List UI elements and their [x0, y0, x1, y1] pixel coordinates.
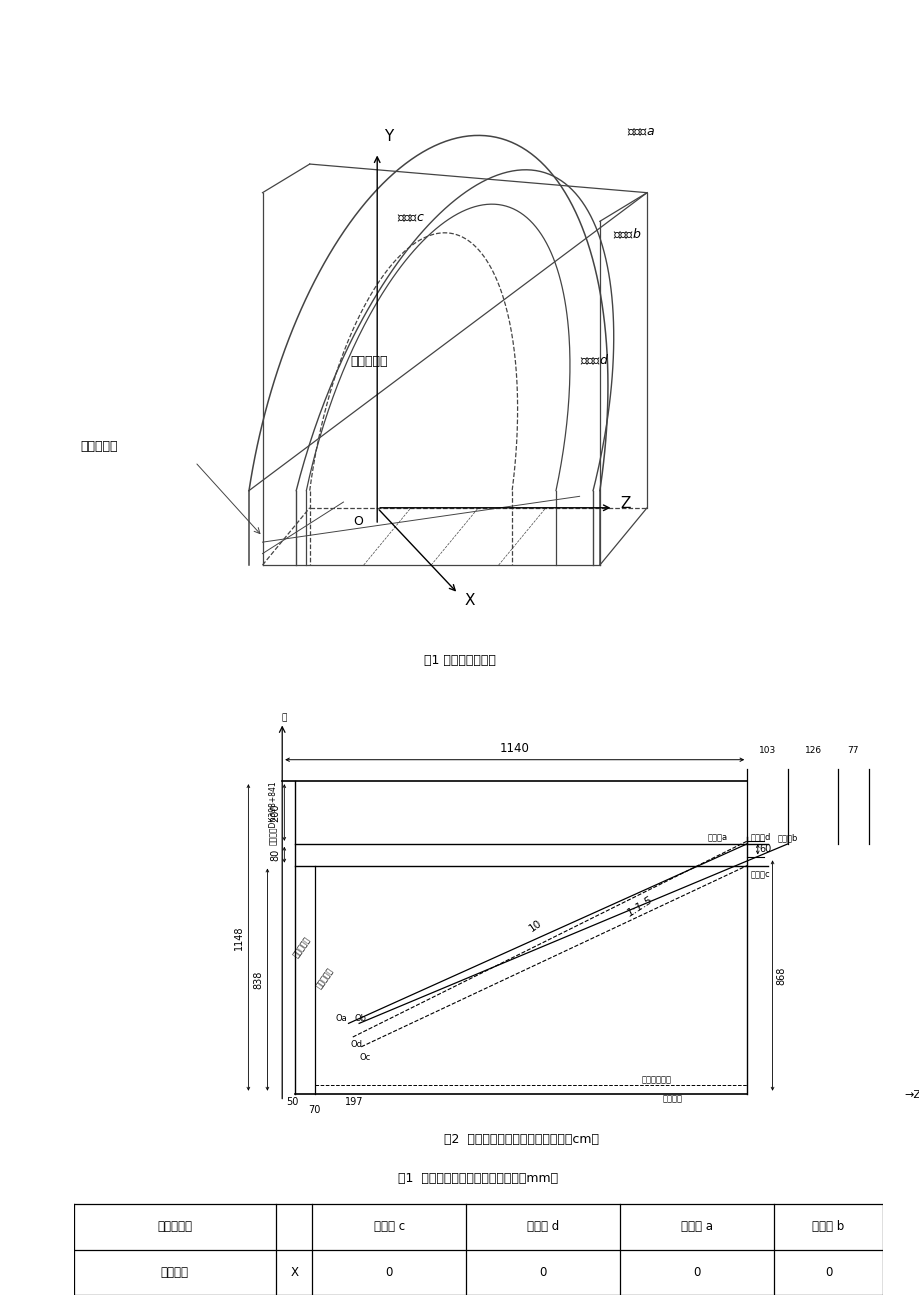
Text: 竖: 竖	[281, 713, 287, 723]
Text: 水沟盖板顶: 水沟盖板顶	[80, 440, 118, 453]
Text: 轮廓线c: 轮廓线c	[750, 870, 769, 879]
Text: 1:1.5: 1:1.5	[625, 894, 654, 919]
Text: 水沟盖板顶面: 水沟盖板顶面	[641, 1075, 671, 1085]
Text: 椭圆中心: 椭圆中心	[161, 1266, 188, 1279]
Text: 838: 838	[253, 970, 263, 988]
Text: 200: 200	[270, 803, 279, 822]
Text: 70: 70	[308, 1105, 321, 1116]
Text: 轮廓线 b: 轮廓线 b	[811, 1220, 844, 1233]
Text: 隧道中轴面: 隧道中轴面	[291, 935, 312, 960]
Text: 868: 868	[776, 966, 786, 984]
Text: 轮廓线$c$: 轮廓线$c$	[397, 211, 425, 224]
Text: 0: 0	[824, 1266, 832, 1279]
Text: Oa: Oa	[335, 1014, 347, 1023]
Text: 77: 77	[846, 746, 858, 755]
Text: 图1 洞门俯视轮廓图: 图1 洞门俯视轮廓图	[424, 654, 495, 667]
Text: 表1  帽檐轮廓线椭圆要素表（单位：mm）: 表1 帽檐轮廓线椭圆要素表（单位：mm）	[398, 1172, 558, 1185]
Text: Ob: Ob	[355, 1014, 367, 1023]
Text: 行车顶面: 行车顶面	[662, 1095, 682, 1104]
Text: 50: 50	[287, 1098, 299, 1108]
Text: 126: 126	[803, 746, 821, 755]
Text: 轮廓线a: 轮廓线a	[707, 833, 727, 842]
Text: 隧道中轴面: 隧道中轴面	[350, 354, 387, 367]
Text: X: X	[464, 594, 475, 608]
Text: Od: Od	[350, 1040, 362, 1049]
Text: 轮廓线$b$: 轮廓线$b$	[613, 228, 641, 242]
Text: 轮廓线b: 轮廓线b	[777, 833, 798, 842]
Text: 1140: 1140	[499, 742, 529, 755]
Text: 轮廓线$d$: 轮廓线$d$	[579, 353, 608, 367]
Text: 轮廓线d: 轮廓线d	[750, 832, 770, 841]
Text: X: X	[289, 1266, 298, 1279]
Text: Z: Z	[619, 496, 630, 510]
Text: 洞口里程DK398+841: 洞口里程DK398+841	[268, 780, 278, 845]
Text: 轮廓线 c: 轮廓线 c	[373, 1220, 404, 1233]
Text: 103: 103	[758, 746, 776, 755]
Text: Y: Y	[383, 129, 392, 145]
Text: 帽檐斜切面: 帽檐斜切面	[314, 966, 335, 991]
Text: 轮廓线$a$: 轮廓线$a$	[626, 125, 654, 138]
Text: 10: 10	[527, 918, 542, 934]
Text: 0: 0	[539, 1266, 546, 1279]
Text: 1148: 1148	[233, 926, 244, 949]
Text: Oc: Oc	[358, 1053, 370, 1062]
Text: 197: 197	[345, 1098, 363, 1108]
Text: 图2  帽檐斜切式洞门侧面图（单位：cm）: 图2 帽檐斜切式洞门侧面图（单位：cm）	[443, 1133, 598, 1146]
Text: →Z: →Z	[903, 1090, 919, 1100]
Text: O: O	[353, 516, 363, 529]
Text: 60: 60	[758, 844, 771, 854]
Text: 轮廓线 d: 轮廓线 d	[527, 1220, 559, 1233]
Text: 轮廓线 a: 轮廓线 a	[680, 1220, 712, 1233]
Text: 轮廓线要素: 轮廓线要素	[157, 1220, 192, 1233]
Text: 80: 80	[270, 849, 279, 861]
Text: 0: 0	[385, 1266, 392, 1279]
Text: 0: 0	[693, 1266, 700, 1279]
